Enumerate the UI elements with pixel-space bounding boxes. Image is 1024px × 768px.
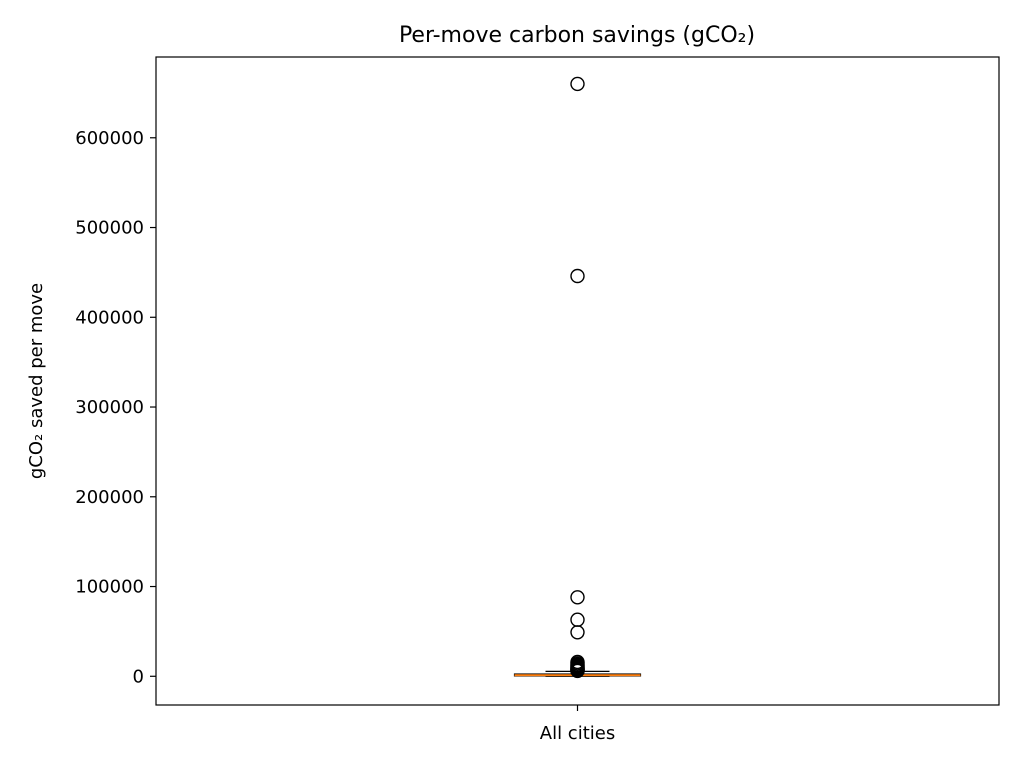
y-axis-ticks: 0 100000 200000 300000 400000 500000 600000 [75,128,156,687]
y-tick-label: 400000 [75,307,144,328]
outlier-point [570,590,585,605]
y-axis-label: gCO₂ saved per move [26,283,47,479]
outlier-point [570,663,585,679]
y-tick-label: 300000 [75,397,144,418]
plot-area [513,76,642,679]
outlier-point [570,268,585,284]
outlier-point [570,625,585,640]
chart-title: Per-move carbon savings (gCO₂) [399,23,755,48]
y-tick-label: 0 [133,666,144,687]
outlier-point [570,76,585,92]
y-tick-label: 600000 [75,128,144,149]
y-tick-label: 500000 [75,218,144,239]
y-tick-label: 200000 [75,487,144,508]
y-tick-label: 100000 [75,577,144,598]
x-axis-ticks: All cities [540,705,615,744]
plot-frame [155,56,1000,706]
outlier-point [570,612,585,627]
x-tick-label: All cities [540,723,615,744]
